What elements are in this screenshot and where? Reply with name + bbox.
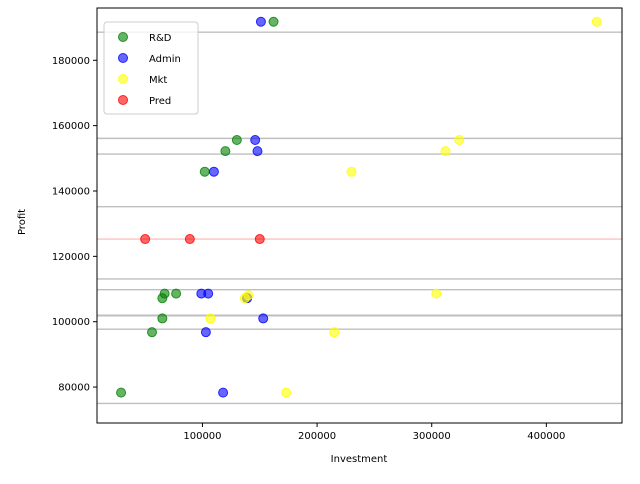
x-axis-label: Investment [331,454,388,465]
y-tick-label: 180000 [52,56,90,67]
legend-marker-rd [118,32,128,42]
data-point-mkt [239,293,250,304]
horizontal-lines-layer [97,31,622,405]
data-point-admin [250,135,261,146]
legend-label-admin: Admin [149,54,181,65]
legend-label-mkt: Mkt [149,75,167,86]
data-point-mkt [329,327,340,338]
y-axis-ticks: 80000 100000 120000 140000 160000 180000 [52,56,97,394]
data-point-mkt [454,135,465,146]
data-point-mkt [281,387,292,398]
data-point-admin [200,327,211,338]
data-point-rd [268,16,279,27]
data-point-mkt [440,146,451,157]
x-tick-label: 300000 [413,431,451,442]
x-tick-label: 200000 [298,431,336,442]
data-point-rd [220,146,231,157]
data-point-admin [258,313,269,324]
legend: R&D Admin Mkt Pred [103,21,199,115]
data-point-mkt [205,313,216,324]
x-tick-label: 400000 [527,431,565,442]
x-axis-ticks: 100000 200000 300000 400000 [183,423,565,442]
y-tick-label: 80000 [58,383,90,394]
data-point-mkt [591,16,602,27]
data-point-rd [147,327,158,338]
data-point-rd [157,293,168,304]
data-point-rd [199,166,210,177]
legend-box [103,21,199,115]
data-point-rd [116,387,127,398]
data-point-admin [208,166,219,177]
data-point-mkt [346,166,357,177]
legend-marker-mkt [118,74,128,84]
legend-label-pred: Pred [149,96,171,107]
data-point-admin [252,146,263,157]
y-tick-label: 160000 [52,121,90,132]
data-point-admin [203,288,214,299]
data-point-rd [171,288,182,299]
data-points-layer [116,16,602,398]
y-tick-label: 120000 [52,252,90,263]
data-point-admin [255,16,266,27]
y-tick-label: 100000 [52,317,90,328]
data-point-admin [218,387,229,398]
x-tick-label: 100000 [183,431,221,442]
data-point-pred [254,234,265,245]
y-tick-label: 140000 [52,186,90,197]
y-axis-label: Profit [17,209,28,235]
data-point-pred [140,234,151,245]
legend-marker-pred [118,95,128,105]
legend-marker-admin [118,53,128,63]
data-point-mkt [431,288,442,299]
data-point-rd [231,135,242,146]
plot-frame [96,7,623,424]
data-point-rd [157,313,168,324]
legend-label-rd: R&D [149,33,172,44]
data-point-pred [184,234,195,245]
